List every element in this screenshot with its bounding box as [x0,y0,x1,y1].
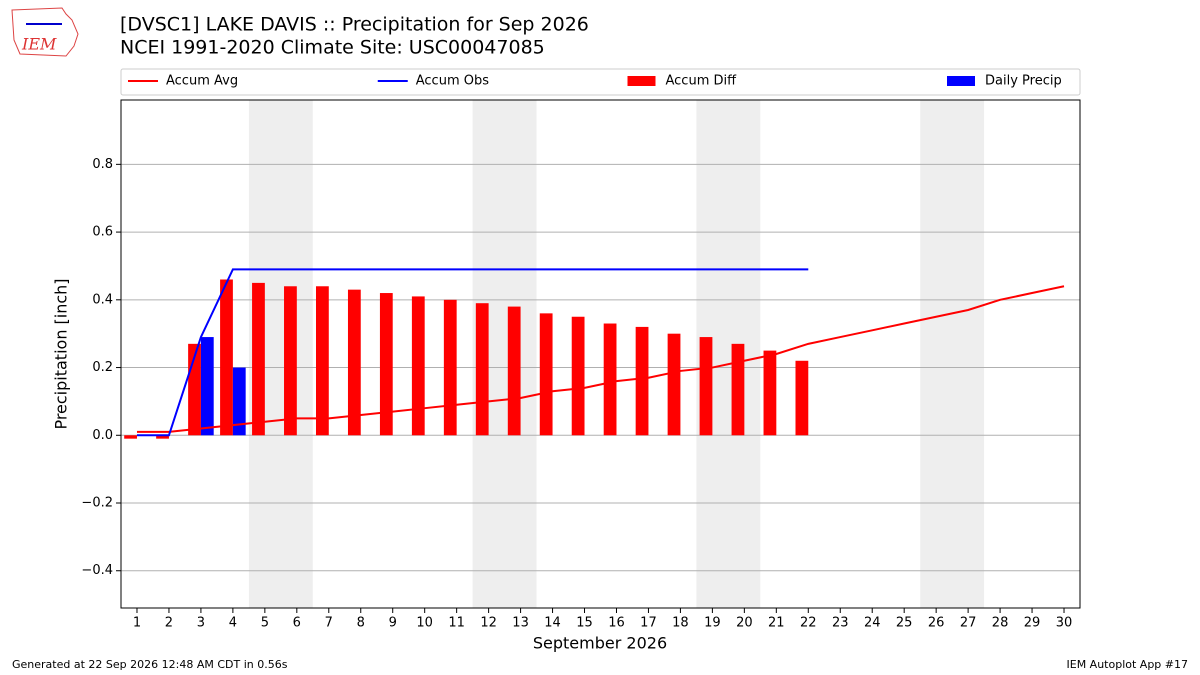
x-tick-label: 23 [832,616,849,631]
legend-box [120,68,1081,96]
bar [731,343,745,436]
y-tick-label: −0.2 [81,496,113,511]
footer-left: Generated at 22 Sep 2026 12:48 AM CDT in… [12,658,288,671]
x-tick-label: 25 [896,616,913,631]
legend-label: Accum Obs [416,74,489,89]
bar [571,316,585,436]
bar [699,337,713,436]
line [136,268,809,437]
logo-text: IEM [21,35,57,54]
bar [252,282,265,436]
x-tick-label: 20 [736,616,753,631]
logo-outline [11,7,79,57]
bar [763,350,777,436]
x-tick-label: 29 [1024,616,1041,631]
plot-area [121,163,1080,572]
bar [220,279,233,436]
x-tick-label: 26 [928,616,945,631]
x-tick-label: 18 [672,616,689,631]
x-tick-label: 1 [133,616,141,631]
legend-swatch [627,76,656,86]
x-tick-label: 27 [960,616,977,631]
bar [379,293,393,436]
x-tick-label: 13 [512,616,529,631]
x-tick-label: 21 [768,616,785,631]
bar [539,313,553,436]
x-tick-label: 28 [992,616,1009,631]
footer-right: IEM Autoplot App #17 [1067,658,1189,671]
x-tick-label: 16 [608,616,625,631]
y-axis-label: Precipitation [inch] [52,278,71,429]
x-tick-label: 15 [576,616,593,631]
x-tick-label: 17 [640,616,657,631]
y-tick-label: 0.4 [92,292,113,307]
x-tick-label: 14 [544,616,561,631]
bar [347,289,361,436]
y-tick-label: −0.4 [81,563,113,578]
x-tick-label: 8 [357,616,365,631]
x-tick-label: 4 [229,616,237,631]
x-tick-label: 3 [197,616,205,631]
x-tick-label: 22 [800,616,817,631]
bar [411,296,425,436]
x-tick-label: 6 [293,616,301,631]
legend-label: Daily Precip [985,74,1062,89]
legend-swatch [947,76,975,86]
line [136,285,1065,433]
chart-title: [DVSC1] LAKE DAVIS :: Precipitation for … [120,14,589,36]
bar [475,303,489,436]
x-tick-label: 11 [448,616,465,631]
bar [635,326,649,436]
x-tick-label: 12 [480,616,497,631]
x-tick-label: 2 [165,616,173,631]
y-tick-label: 0.0 [92,428,113,443]
x-tick-label: 5 [261,616,269,631]
x-tick-label: 19 [704,616,721,631]
y-tick-label: 0.2 [92,360,113,375]
bar [795,360,809,436]
bar [284,286,297,436]
x-tick-label: 30 [1056,616,1073,631]
x-tick-label: 24 [864,616,881,631]
bar [156,435,169,439]
legend-label: Accum Avg [166,74,238,89]
bar [603,323,617,436]
legend-label: Accum Diff [666,74,738,89]
y-tick-label: 0.6 [92,225,113,240]
bar [232,367,246,436]
bar [315,286,329,436]
logo: IEM [11,7,79,57]
bar [124,435,137,439]
x-tick-label: 10 [416,616,433,631]
x-tick-label: 7 [325,616,333,631]
bar [667,333,681,436]
bar [443,299,457,436]
x-tick-label: 9 [389,616,397,631]
bar [507,306,521,436]
y-tick-label: 0.8 [92,157,113,172]
x-axis-label: September 2026 [533,634,667,653]
chart-subtitle: NCEI 1991-2020 Climate Site: USC00047085 [120,37,545,59]
plot-frame [120,99,1081,609]
weekend [920,100,985,608]
bar [200,337,214,436]
